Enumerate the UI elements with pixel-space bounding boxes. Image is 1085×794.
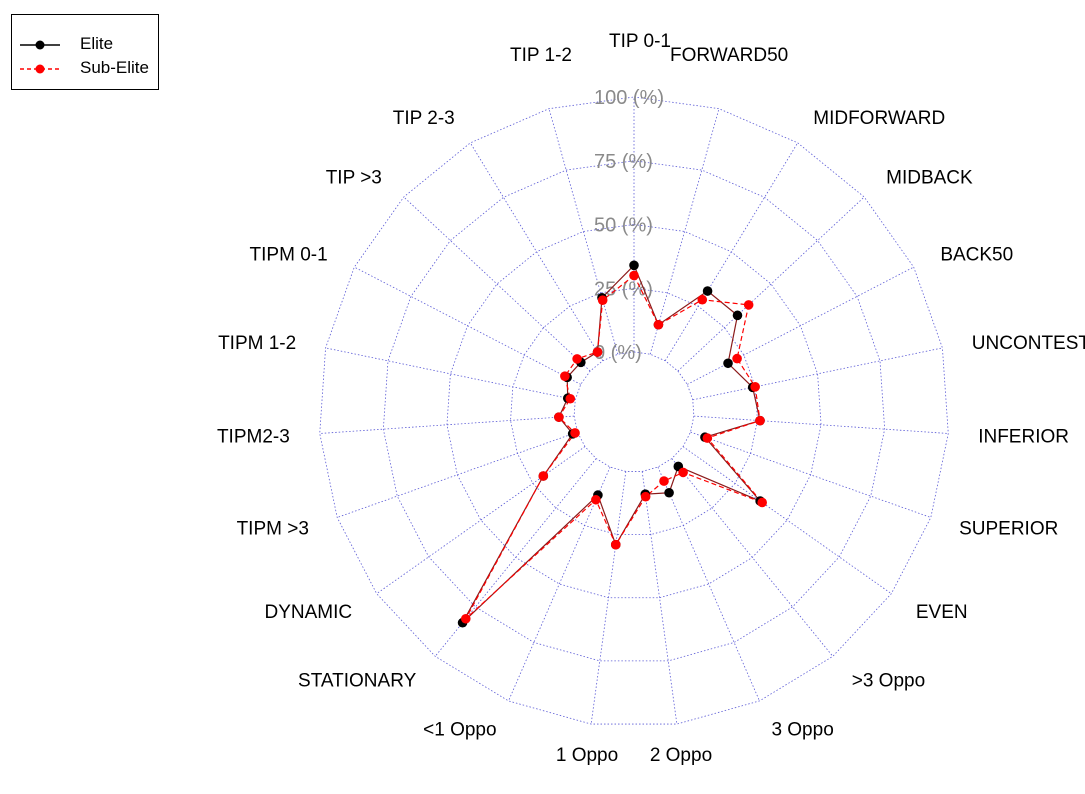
grid-spoke xyxy=(325,347,576,401)
legend: Elite Sub-Elite xyxy=(11,14,159,90)
grid-spoke xyxy=(548,108,619,355)
grid-spoke xyxy=(690,431,931,518)
data-point-subelite xyxy=(697,294,708,305)
axis-label: 2 Oppo xyxy=(650,745,712,766)
axis-label: 1 Oppo xyxy=(556,745,618,766)
axis-label: EVEN xyxy=(916,602,968,623)
grid-spoke xyxy=(354,266,581,385)
axis-label: UNCONTESTED xyxy=(972,333,1085,354)
axis-label: TIPM >3 xyxy=(237,519,309,540)
radial-label: 0 (%) xyxy=(594,342,642,364)
axis-label: TIPM 1-2 xyxy=(218,333,296,354)
legend-item-elite: Elite xyxy=(12,33,158,57)
data-point-subelite xyxy=(678,467,688,478)
grid-ring xyxy=(573,351,695,472)
data-point-subelite xyxy=(570,428,580,438)
axis-label: DYNAMIC xyxy=(265,602,353,623)
data-point-subelite xyxy=(629,270,639,281)
radial-label: 75 (%) xyxy=(594,151,653,173)
axis-label: TIP 2-3 xyxy=(393,108,455,129)
data-point-subelite xyxy=(538,471,549,481)
data-point-elite xyxy=(732,310,743,321)
data-point-subelite xyxy=(572,354,582,364)
grid-ring xyxy=(319,96,949,725)
data-point-subelite xyxy=(659,476,669,486)
data-point-subelite xyxy=(653,319,664,330)
grid-ring xyxy=(510,287,758,535)
axis-label: TIP 1-2 xyxy=(510,45,572,66)
grid-spoke xyxy=(693,415,949,434)
axis-label: >3 Oppo xyxy=(852,671,925,692)
data-point-subelite xyxy=(565,393,576,404)
grid-spoke xyxy=(641,471,678,725)
radar-grid xyxy=(319,96,949,725)
axis-label: TIP 0-1 xyxy=(609,31,671,52)
data-point-elite xyxy=(723,358,733,369)
axis-label: MIDFORWARD xyxy=(813,108,945,129)
legend-label-elite: Elite xyxy=(80,34,114,53)
data-point-subelite xyxy=(732,353,742,364)
data-point-subelite xyxy=(560,371,570,381)
axis-label: 3 Oppo xyxy=(771,719,833,740)
grid-spoke xyxy=(319,415,575,434)
grid-spoke xyxy=(649,108,720,355)
data-point-subelite xyxy=(743,300,754,310)
grid-spoke xyxy=(376,446,586,594)
grid-spoke xyxy=(692,347,943,401)
legend-item-subelite: Sub-Elite xyxy=(12,57,158,81)
radial-labels: 0 (%)25 (%)50 (%)75 (%)100 (%) xyxy=(594,87,664,364)
series-layer xyxy=(457,260,767,628)
grid-spoke xyxy=(434,458,597,657)
radial-label: 50 (%) xyxy=(594,215,653,237)
grid-spoke xyxy=(664,142,799,361)
legend-marker-elite xyxy=(20,40,60,50)
axis-label: TIPM2-3 xyxy=(217,427,290,448)
axis-label: MIDBACK xyxy=(886,168,973,189)
axis-label: STATIONARY xyxy=(298,671,417,692)
data-point-subelite xyxy=(640,491,651,502)
grid-spoke xyxy=(682,446,892,594)
axis-label: <1 Oppo xyxy=(423,719,496,740)
data-point-elite xyxy=(664,487,674,498)
axis-label: FORWARD50 xyxy=(670,45,788,66)
data-point-subelite xyxy=(755,415,765,426)
grid-spoke xyxy=(337,431,578,518)
data-point-subelite xyxy=(592,347,603,357)
data-point-elite xyxy=(702,286,713,296)
axis-label: TIP >3 xyxy=(326,168,382,189)
series-line-elite xyxy=(462,264,761,624)
grid-spoke xyxy=(508,466,611,702)
grid-spoke xyxy=(403,196,591,372)
grid-spoke xyxy=(469,142,604,361)
data-point-subelite xyxy=(554,412,564,422)
axis-label: SUPERIOR xyxy=(959,519,1058,540)
grid-spoke xyxy=(677,196,865,372)
axis-label: INFERIOR xyxy=(978,427,1069,448)
data-point-subelite xyxy=(597,295,608,306)
grid-spoke xyxy=(687,266,914,385)
data-point-subelite xyxy=(750,382,760,392)
radial-label: 100 (%) xyxy=(594,87,664,109)
legend-label-subelite: Sub-Elite xyxy=(80,58,149,77)
legend-marker-subelite xyxy=(20,64,60,74)
data-point-subelite xyxy=(460,613,471,624)
data-point-elite xyxy=(629,260,639,271)
grid-spoke xyxy=(657,466,760,702)
series-line-subelite xyxy=(465,274,763,620)
grid-spoke xyxy=(590,471,627,725)
grid-spoke xyxy=(671,458,834,657)
axis-label: BACK50 xyxy=(940,244,1013,265)
axis-label: TIPM 0-1 xyxy=(250,244,328,265)
data-point-subelite xyxy=(757,497,767,508)
data-point-subelite xyxy=(610,539,621,550)
data-point-subelite xyxy=(591,494,601,505)
data-point-subelite xyxy=(702,433,713,443)
